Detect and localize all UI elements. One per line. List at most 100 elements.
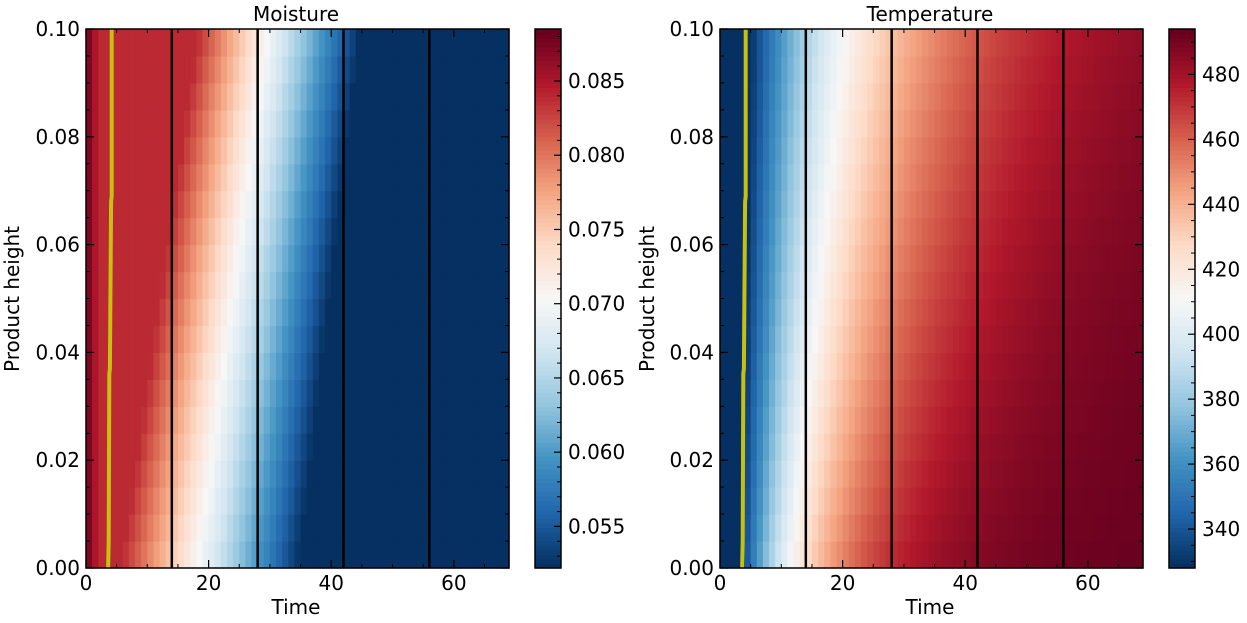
moisture-heatmap-cell (233, 325, 240, 353)
temperature-heatmap-cell (769, 29, 776, 57)
temperature-heatmap-cell (989, 163, 997, 192)
temperature-heatmap-cell (824, 29, 831, 57)
temperature-heatmap-cell (1130, 190, 1138, 219)
temperature-heatmap-cell (732, 29, 739, 57)
temperature-heatmap-cell (769, 406, 776, 434)
moisture-heatmap-cell (220, 82, 228, 111)
temperature-heatmap-cell (1106, 514, 1113, 542)
moisture-heatmap-cell (220, 541, 228, 569)
temperature-colorbar-band (1169, 437, 1195, 443)
temperature-heatmap-cell (1057, 433, 1064, 461)
temperature-heatmap-cell (793, 163, 801, 192)
temperature-heatmap-cell (977, 433, 985, 461)
temperature-colorbar-band (1169, 388, 1195, 394)
moisture-heatmap-cell (208, 271, 216, 300)
moisture-heatmap-cell (325, 109, 332, 138)
moisture-heatmap-cell (190, 352, 197, 380)
moisture-heatmap-cell (276, 487, 283, 515)
moisture-heatmap-cell (490, 109, 498, 138)
temperature-heatmap-cell (781, 433, 789, 461)
moisture-heatmap-cell (177, 29, 185, 57)
temperature-heatmap-cell (1008, 325, 1015, 353)
temperature-heatmap-cell (1057, 514, 1064, 542)
temperature-heatmap-cell (1008, 271, 1015, 300)
moisture-heatmap-cell (196, 244, 204, 273)
temperature-heatmap-cell (1112, 433, 1120, 461)
moisture-heatmap-cell (98, 460, 105, 488)
temperature-colorbar-band (1169, 473, 1195, 479)
temperature-heatmap-cell (983, 190, 991, 219)
moisture-heatmap-cell (116, 379, 124, 407)
temperature-heatmap-cell (1038, 433, 1046, 461)
temperature-heatmap-cell (1112, 298, 1120, 327)
temperature-heatmap-cell (830, 109, 838, 138)
moisture-heatmap-cell (110, 190, 118, 219)
moisture-heatmap-cell (135, 541, 142, 569)
moisture-colorbar-band (535, 379, 561, 385)
moisture-heatmap-cell (312, 136, 320, 165)
moisture-heatmap-cell (386, 136, 394, 165)
temperature-heatmap-cell (916, 190, 923, 219)
moisture-heatmap-cell (86, 55, 93, 84)
temperature-heatmap-cell (897, 163, 905, 192)
moisture-heatmap-cell (386, 541, 394, 569)
moisture-heatmap-cell (398, 298, 406, 327)
temperature-heatmap-cell (952, 514, 960, 542)
moisture-heatmap-cell (429, 541, 437, 569)
moisture-colorbar-band (535, 554, 561, 560)
moisture-heatmap-cell (190, 487, 197, 515)
temperature-heatmap-cell (762, 163, 770, 192)
moisture-heatmap-cell (441, 514, 449, 542)
moisture-heatmap-cell (502, 163, 510, 192)
temperature-heatmap-cell (848, 217, 856, 246)
temperature-heatmap-cell (799, 109, 807, 138)
temperature-heatmap-cell (830, 460, 838, 488)
temperature-heatmap-cell (1044, 487, 1052, 515)
moisture-colorbar-band (535, 51, 561, 57)
moisture-heatmap-cell (276, 298, 283, 327)
moisture-heatmap-cell (263, 325, 271, 353)
moisture-heatmap-cell (288, 163, 296, 192)
moisture-heatmap-cell (122, 55, 130, 84)
moisture-heatmap-cell (490, 487, 498, 515)
moisture-heatmap-cell (220, 244, 228, 273)
temperature-heatmap-cell (854, 352, 862, 380)
temperature-heatmap-cell (959, 541, 966, 569)
temperature-heatmap-cell (848, 190, 856, 219)
moisture-heatmap-cell (417, 541, 424, 569)
moisture-heatmap-cell (306, 460, 314, 488)
moisture-heatmap-cell (343, 487, 351, 515)
temperature-heatmap-cell (928, 163, 936, 192)
temperature-heatmap-cell (1032, 298, 1040, 327)
temperature-heatmap-cell (818, 29, 825, 57)
moisture-colorbar-band (535, 46, 561, 53)
temperature-heatmap-cell (861, 29, 868, 57)
temperature-heatmap-cell (1124, 82, 1132, 111)
temperature-heatmap-cell (818, 271, 825, 300)
temperature-heatmap-cell (726, 163, 733, 192)
temperature-xtick-label: 0 (714, 571, 727, 595)
moisture-heatmap-cell (300, 163, 308, 192)
temperature-heatmap-cell (873, 433, 880, 461)
temperature-heatmap-cell (726, 190, 733, 219)
moisture-heatmap-cell (245, 244, 253, 273)
temperature-heatmap-cell (836, 298, 844, 327)
temperature-heatmap-cell (842, 487, 850, 515)
temperature-colorbar-band (1169, 491, 1195, 497)
moisture-heatmap-cell (184, 541, 191, 569)
temperature-heatmap-cell (756, 514, 764, 542)
temperature-colorbar-band (1169, 276, 1195, 282)
moisture-colorbar-band (535, 204, 561, 210)
moisture-heatmap-cell (196, 163, 204, 192)
temperature-heatmap-cell (952, 433, 960, 461)
temperature-heatmap-cell (995, 379, 1003, 407)
moisture-heatmap-cell (214, 244, 222, 273)
temperature-heatmap-cell (1075, 352, 1083, 380)
moisture-heatmap-cell (337, 325, 345, 353)
temperature-heatmap-cell (1081, 541, 1089, 569)
temperature-colorbar-band (1169, 87, 1195, 93)
moisture-heatmap-cell (318, 55, 326, 84)
moisture-heatmap-cell (110, 271, 118, 300)
temperature-heatmap-cell (977, 514, 985, 542)
